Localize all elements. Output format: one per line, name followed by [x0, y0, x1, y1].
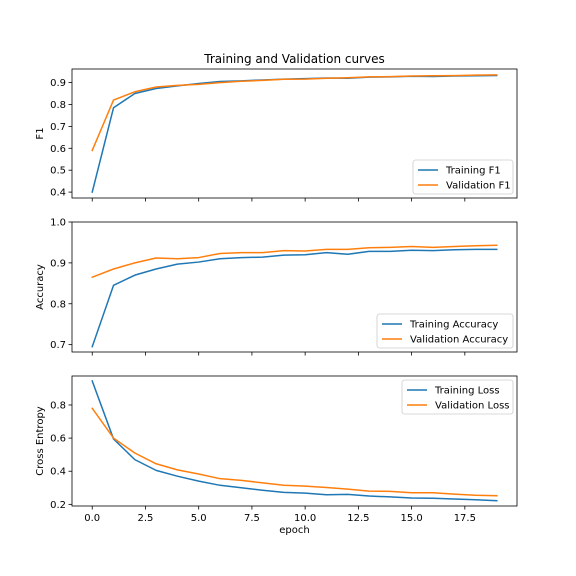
- legend-label-accuracy-0: Training Accuracy: [409, 320, 498, 331]
- legend-label-f1-1: Validation F1: [446, 181, 511, 192]
- y-tick-label-f1: 0.9: [50, 78, 66, 89]
- legend-box-accuracy: [376, 313, 514, 349]
- axes-frame-f1: [71, 68, 518, 199]
- panel-loss: 0.2 0.4 0.6 0.8 0.0 2.5 5.0 7.5 10.0 12.5 15.0 17.5…: [35, 375, 518, 524]
- y-axis-label-f1: F1: [35, 127, 46, 139]
- y-tick-label-accuracy: 0.7: [50, 340, 66, 351]
- y-tick-label-f1: 0.5: [50, 166, 66, 177]
- legend-label-loss-0: Training Loss: [434, 386, 500, 397]
- x-tick-label-loss: 5.0: [191, 513, 207, 524]
- y-tick-label-f1: 0.6: [50, 144, 66, 155]
- series-line-accuracy-1: [91, 244, 498, 279]
- x-tick-label-loss: 12.5: [347, 513, 369, 524]
- series-line-loss-1: [91, 407, 498, 497]
- y-axis-label-loss: Cross Entropy: [35, 406, 46, 476]
- series-line-loss-0: [91, 380, 498, 502]
- legend-f1: Training F1 Validation F1: [412, 159, 514, 195]
- x-tick-label-loss: 17.5: [454, 513, 476, 524]
- y-tick-label-accuracy: 1.0: [50, 218, 66, 229]
- x-tick-label-loss: 2.5: [138, 513, 154, 524]
- x-tick-label-loss: 0.0: [84, 513, 100, 524]
- y-tick-label-accuracy: 0.9: [50, 258, 66, 269]
- y-tick-label-f1: 0.8: [50, 100, 66, 111]
- panel-accuracy: 0.7 0.8 0.9 1.0 Accuracy Training Accuracy Val…: [35, 218, 518, 356]
- x-tick-label-loss: 7.5: [244, 513, 260, 524]
- figure-title: Training and Validation curves: [203, 52, 385, 66]
- y-tick-label-loss: 0.6: [50, 434, 66, 445]
- series-line-accuracy-0: [91, 248, 498, 348]
- y-tick-label-accuracy: 0.8: [50, 299, 66, 310]
- axes-frame-loss: [71, 375, 518, 507]
- y-tick-label-loss: 0.4: [50, 467, 66, 478]
- legend-box-loss: [401, 379, 514, 415]
- x-tick-label-loss: 15.0: [400, 513, 422, 524]
- axes-frame-accuracy: [71, 221, 518, 353]
- x-tick-label-loss: 10.0: [294, 513, 316, 524]
- y-tick-label-f1: 0.7: [50, 122, 66, 133]
- legend-loss: Training Loss Validation Loss: [401, 379, 514, 415]
- legend-accuracy: Training Accuracy Validation Accuracy: [376, 313, 514, 349]
- series-line-f1-1: [91, 74, 498, 152]
- y-axis-label-accuracy: Accuracy: [35, 264, 46, 310]
- legend-label-f1-0: Training F1: [445, 166, 501, 177]
- x-axis-label: epoch: [279, 525, 309, 536]
- legend-label-loss-1: Validation Loss: [435, 401, 510, 412]
- y-tick-label-f1: 0.4: [50, 188, 66, 199]
- y-tick-label-loss: 0.8: [50, 400, 66, 411]
- panel-f1: 0.4 0.5 0.6 0.7 0.8 0.9 F1 Training F1 Validatio…: [35, 68, 518, 202]
- legend-label-accuracy-1: Validation Accuracy: [410, 335, 508, 346]
- y-tick-label-loss: 0.2: [50, 500, 66, 511]
